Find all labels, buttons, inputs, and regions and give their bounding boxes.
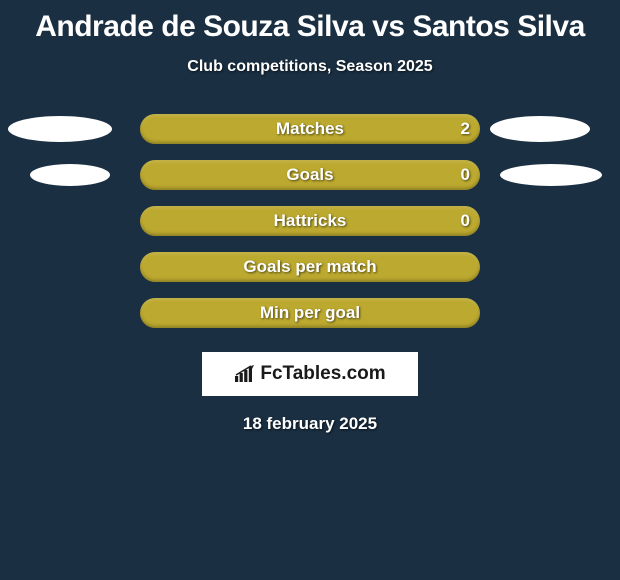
stat-row: Hattricks 0 [0,206,620,236]
player-right-ellipse [500,164,602,186]
player-right-ellipse [490,116,590,142]
logo-box: FcTables.com [202,352,418,396]
stat-label: Hattricks [274,211,347,231]
stat-value-right: 0 [461,165,470,185]
chart-icon [234,365,256,383]
stat-label: Goals per match [243,257,376,277]
stat-label: Goals [286,165,333,185]
stat-bar: Goals 0 [140,160,480,190]
stat-row: Goals per match [0,252,620,282]
stat-value-right: 0 [461,211,470,231]
stat-value-right: 2 [461,119,470,139]
stat-rows: Matches 2 Goals 0 Hattricks 0 Goals per match M… [0,114,620,328]
stat-row: Min per goal [0,298,620,328]
logo-text: FcTables.com [260,363,385,385]
stat-label: Min per goal [260,303,360,323]
stat-bar: Goals per match [140,252,480,282]
stat-row: Matches 2 [0,114,620,144]
subtitle: Club competitions, Season 2025 [0,58,620,76]
stat-bar: Min per goal [140,298,480,328]
page-title: Andrade de Souza Silva vs Santos Silva [0,0,620,44]
date-text: 18 february 2025 [0,414,620,434]
player-left-ellipse [30,164,110,186]
player-left-ellipse [8,116,112,142]
stat-bar: Hattricks 0 [140,206,480,236]
stat-bar: Matches 2 [140,114,480,144]
stat-label: Matches [276,119,344,139]
stat-row: Goals 0 [0,160,620,190]
logo: FcTables.com [234,363,385,385]
